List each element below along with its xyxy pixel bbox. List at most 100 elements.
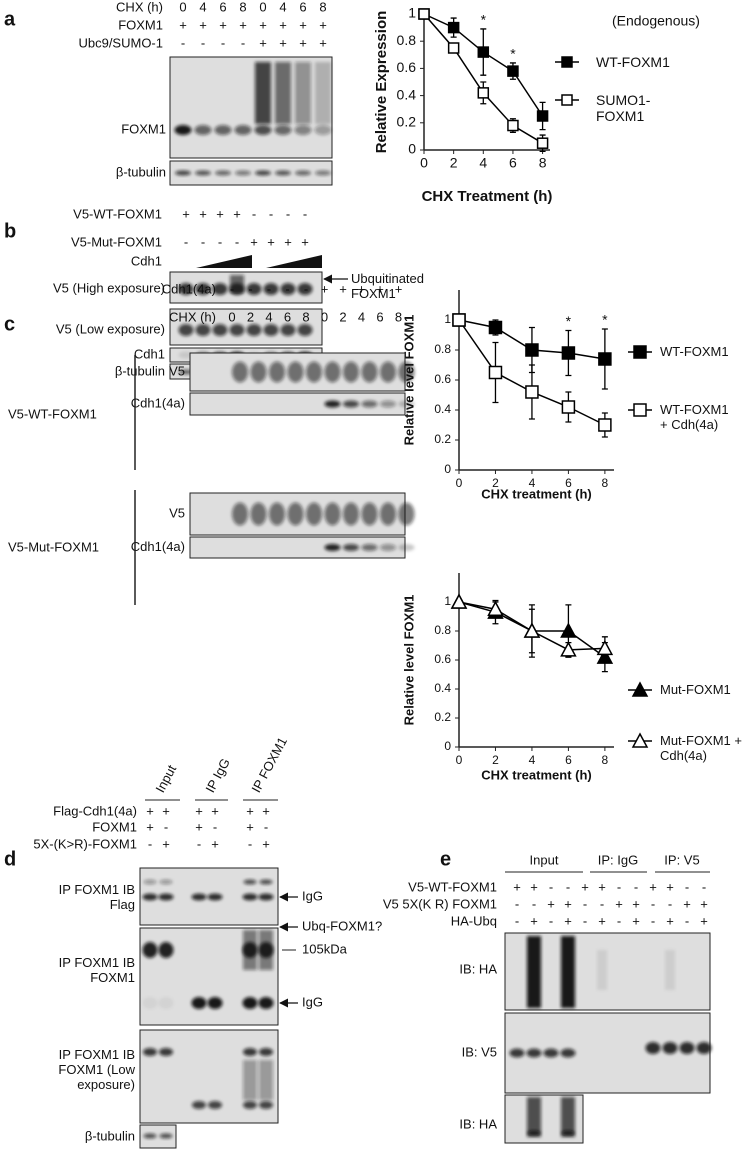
lane-sign: - (148, 836, 152, 851)
lane-sign: + (267, 234, 275, 249)
band-smear (665, 950, 675, 990)
column-header: IP: V5 (664, 852, 699, 867)
band (269, 361, 285, 383)
marker (536, 110, 549, 122)
lane-sign: 8 (302, 309, 309, 324)
panel-letter: b (4, 220, 16, 242)
lane-sign: - (566, 879, 570, 894)
marker (598, 352, 612, 366)
x-tick-label: 6 (509, 155, 517, 171)
band (195, 324, 211, 336)
band (306, 361, 322, 383)
band (398, 502, 415, 526)
lane-sign: - (164, 819, 168, 834)
band (543, 1048, 559, 1058)
treatment-label: 5X-(K>R)-FOXM1 (33, 836, 137, 851)
y-tick-label: 0.2 (434, 432, 451, 446)
marker (525, 385, 539, 399)
band-smear (259, 930, 273, 970)
band (343, 400, 359, 408)
treatment-label: Flag-Cdh1(4a) (53, 803, 137, 818)
band (243, 1101, 257, 1109)
x-axis-label: CHX Treatment (h) (422, 188, 553, 205)
band (178, 283, 194, 295)
marker (450, 593, 468, 609)
treatment-label: HA-Ubq (451, 913, 497, 928)
band (275, 170, 291, 176)
y-axis-label: Relative level FOXM1 (401, 595, 416, 726)
y-tick-label: 0 (444, 739, 451, 753)
band (679, 1042, 695, 1054)
blot-label: IB: V5 (462, 1044, 497, 1059)
lane-sign: + (262, 836, 270, 851)
band (343, 502, 359, 526)
band (380, 400, 396, 408)
lane-sign: - (201, 35, 205, 50)
lane-sign: 6 (376, 309, 383, 324)
treatment-label: V5-WT-FOXM1 (73, 206, 162, 221)
lane-sign: - (218, 234, 222, 249)
band-marker: 105kDa (302, 941, 348, 956)
lane-sign: + (182, 206, 190, 221)
band (645, 1042, 661, 1054)
band (194, 125, 212, 135)
lane-sign: 6 (219, 0, 226, 14)
lane-sign: 4 (358, 309, 365, 324)
lane-sign: - (248, 281, 252, 296)
marker (487, 600, 504, 616)
lane-sign: + (262, 803, 270, 818)
lane-sign: - (286, 206, 290, 221)
band (178, 324, 194, 336)
lane-sign: 4 (199, 0, 206, 14)
band (243, 879, 257, 885)
band-smear (597, 950, 607, 990)
blot-label: V5 (169, 363, 185, 378)
x-tick-label: 6 (565, 476, 572, 490)
lane-sign: + (530, 913, 538, 928)
lane-sign: + (339, 281, 347, 296)
band (527, 1130, 541, 1136)
legend-marker (633, 345, 647, 359)
marker (488, 365, 503, 380)
blot-label: IB: HA (459, 1116, 497, 1131)
lane-sign: + (321, 281, 329, 296)
lane-sign: + (301, 234, 309, 249)
band-marker: IgG (302, 888, 323, 903)
lane-sign: + (615, 896, 623, 911)
band (315, 170, 331, 176)
band (242, 997, 258, 1009)
y-tick-label: 0.2 (397, 114, 417, 130)
lane-sign: 8 (239, 0, 246, 14)
y-tick-label: 0 (444, 462, 451, 476)
x-tick-label: 4 (529, 753, 536, 767)
lane-sign: 2 (339, 309, 346, 324)
legend-label: WT-FOXM1 + Cdh(4a) (660, 402, 729, 432)
lane-sign: 8 (395, 309, 402, 324)
lane-sign: - (651, 896, 655, 911)
blot-label: Cdh1 (134, 346, 165, 361)
band (509, 1048, 525, 1058)
lane-sign: - (685, 913, 689, 928)
lane-sign: + (700, 896, 708, 911)
significance-mark: * (566, 313, 572, 329)
lane-sign: + (299, 35, 307, 50)
lane-sign: + (211, 836, 219, 851)
lane-sign: 0 (179, 0, 186, 14)
band (526, 1048, 542, 1058)
band (297, 283, 313, 295)
y-tick-label: 0.4 (434, 402, 451, 416)
gradient-wedge (196, 255, 252, 268)
band (243, 1048, 257, 1056)
band (229, 324, 245, 336)
band (158, 893, 174, 901)
blot-label: V5 (High exposure) (53, 280, 165, 295)
group-label: V5-WT-FOXM1 (8, 406, 97, 421)
lane-sign: - (267, 281, 271, 296)
gradient-wedge (266, 255, 322, 268)
lane-sign: + (564, 913, 572, 928)
marker (560, 622, 577, 638)
band (232, 361, 248, 383)
legend-marker (561, 56, 573, 68)
x-tick-label: 8 (602, 476, 609, 490)
band (250, 361, 267, 383)
